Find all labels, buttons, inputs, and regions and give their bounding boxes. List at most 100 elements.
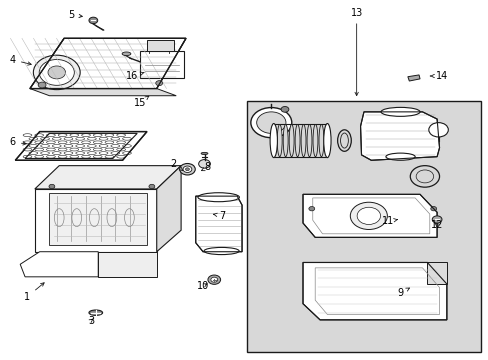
Bar (246, 101, 480, 352)
Text: 1: 1 (24, 283, 44, 302)
Polygon shape (360, 112, 439, 160)
Ellipse shape (288, 125, 293, 157)
Ellipse shape (340, 133, 347, 148)
Ellipse shape (117, 141, 125, 144)
Ellipse shape (89, 310, 102, 315)
Polygon shape (98, 252, 157, 277)
Text: 2: 2 (170, 159, 183, 171)
Ellipse shape (99, 152, 108, 154)
Ellipse shape (325, 125, 329, 157)
Ellipse shape (117, 148, 125, 151)
Ellipse shape (122, 137, 131, 140)
Polygon shape (20, 252, 98, 277)
Polygon shape (407, 75, 419, 81)
Ellipse shape (337, 130, 350, 151)
Text: 14: 14 (429, 71, 447, 81)
Ellipse shape (81, 141, 90, 144)
Ellipse shape (70, 155, 79, 158)
Circle shape (185, 168, 189, 171)
Ellipse shape (105, 148, 114, 151)
Ellipse shape (70, 134, 79, 136)
Ellipse shape (87, 152, 96, 154)
Text: 8: 8 (201, 162, 210, 172)
Ellipse shape (52, 152, 61, 154)
Circle shape (183, 166, 191, 172)
Ellipse shape (41, 137, 49, 140)
Ellipse shape (81, 155, 90, 158)
Circle shape (89, 17, 98, 24)
Ellipse shape (93, 141, 102, 144)
Ellipse shape (46, 148, 55, 151)
Text: 10: 10 (197, 281, 209, 291)
Ellipse shape (46, 141, 55, 144)
Text: 3: 3 (88, 316, 94, 325)
Ellipse shape (35, 148, 43, 151)
Circle shape (430, 207, 436, 211)
Ellipse shape (277, 125, 282, 157)
Polygon shape (195, 196, 242, 252)
Ellipse shape (99, 137, 108, 140)
Ellipse shape (111, 137, 120, 140)
Ellipse shape (271, 125, 276, 157)
Polygon shape (35, 166, 181, 189)
Ellipse shape (64, 137, 73, 140)
Ellipse shape (122, 152, 131, 154)
Ellipse shape (76, 137, 84, 140)
Polygon shape (35, 189, 157, 252)
Ellipse shape (41, 144, 49, 147)
Ellipse shape (70, 148, 79, 151)
Ellipse shape (93, 148, 102, 151)
Circle shape (281, 107, 288, 112)
Text: 11: 11 (382, 216, 397, 226)
Circle shape (33, 55, 80, 90)
Polygon shape (15, 132, 147, 160)
Ellipse shape (87, 137, 96, 140)
Polygon shape (30, 39, 185, 89)
Text: 15: 15 (133, 96, 148, 108)
Bar (140, 51, 183, 78)
Ellipse shape (81, 134, 90, 136)
Bar (147, 40, 173, 51)
Ellipse shape (29, 137, 38, 140)
Circle shape (156, 81, 162, 86)
Circle shape (207, 275, 220, 284)
Ellipse shape (58, 141, 67, 144)
Ellipse shape (306, 125, 311, 157)
Ellipse shape (283, 125, 287, 157)
Ellipse shape (87, 144, 96, 147)
Ellipse shape (23, 134, 32, 136)
Ellipse shape (81, 148, 90, 151)
Ellipse shape (99, 144, 108, 147)
Text: 7: 7 (213, 211, 225, 221)
Ellipse shape (117, 155, 125, 158)
Circle shape (431, 216, 441, 223)
Ellipse shape (295, 125, 300, 157)
Ellipse shape (76, 152, 84, 154)
Polygon shape (303, 262, 446, 320)
Ellipse shape (23, 155, 32, 158)
Ellipse shape (35, 141, 43, 144)
Circle shape (49, 184, 55, 189)
Ellipse shape (29, 152, 38, 154)
Ellipse shape (23, 148, 32, 151)
Ellipse shape (201, 152, 207, 154)
Ellipse shape (111, 152, 120, 154)
Ellipse shape (105, 134, 114, 136)
Text: 12: 12 (430, 220, 443, 230)
Ellipse shape (203, 247, 239, 255)
Circle shape (415, 170, 433, 183)
Circle shape (308, 207, 314, 211)
Text: 6: 6 (10, 138, 26, 147)
Ellipse shape (64, 144, 73, 147)
Text: 4: 4 (10, 55, 31, 65)
Circle shape (356, 207, 380, 225)
Circle shape (256, 112, 285, 134)
Text: 13: 13 (350, 8, 362, 96)
Polygon shape (157, 166, 181, 252)
Circle shape (428, 123, 447, 137)
Circle shape (38, 82, 46, 88)
Ellipse shape (122, 144, 131, 147)
Ellipse shape (58, 148, 67, 151)
Ellipse shape (269, 123, 277, 158)
Ellipse shape (76, 144, 84, 147)
